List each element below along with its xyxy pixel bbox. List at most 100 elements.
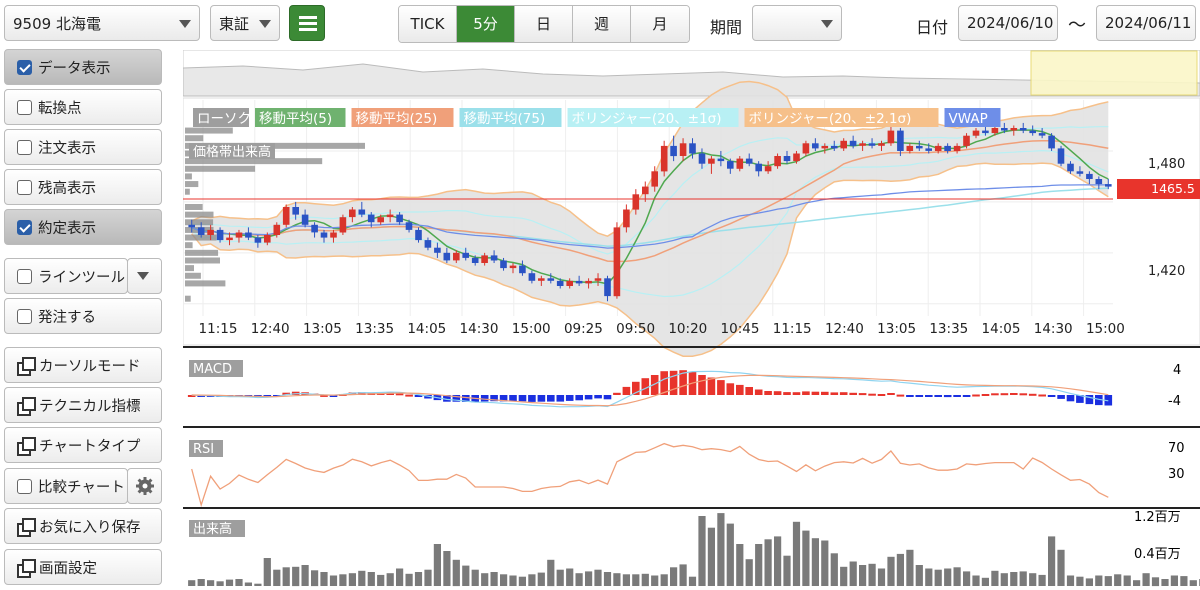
volume-bar: [934, 569, 942, 586]
sidebar-item-order-display[interactable]: 注文表示: [4, 129, 162, 165]
checkbox[interactable]: [17, 478, 32, 494]
volume-profile-bar: [185, 203, 203, 210]
macd-bar: [320, 394, 328, 397]
macd-bar: [707, 377, 716, 395]
legend-item-1[interactable]: 移動平均(5): [259, 111, 332, 127]
tab-week[interactable]: 週: [573, 6, 631, 42]
macd-bar: [764, 391, 772, 395]
symbol-select[interactable]: 9509 北海電: [4, 5, 200, 41]
sidebar-item-label: 注文表示: [38, 140, 96, 157]
date-to-input[interactable]: 2024/06/11: [1096, 5, 1196, 41]
list-button[interactable]: [289, 5, 325, 41]
macd-bar: [1019, 393, 1028, 396]
legend-item-6[interactable]: VWAP: [949, 111, 988, 127]
legend-item-5[interactable]: ボリンジャー(20、±2.1σ): [749, 111, 912, 127]
legend-item-3[interactable]: 移動平均(75): [464, 111, 546, 127]
volume-bar: [377, 574, 385, 586]
checkbox[interactable]: [17, 308, 32, 324]
candle-body: [1105, 184, 1112, 187]
chevron-down-icon: [137, 272, 149, 280]
volume-bar: [273, 569, 281, 586]
volume-bars: [188, 513, 1200, 587]
volume-bar: [726, 523, 734, 586]
tab-tick[interactable]: TICK: [399, 6, 457, 42]
sidebar-item-compare-chart[interactable]: 比較チャート: [4, 468, 128, 504]
volume-bar: [254, 583, 262, 586]
window-icon: [17, 437, 36, 456]
macd-bar: [187, 395, 196, 397]
candle-body: [585, 280, 592, 284]
macd-bar: [953, 395, 961, 397]
volume-bar: [1170, 575, 1178, 586]
volume-bar: [1029, 573, 1037, 586]
chevron-down-icon: [179, 20, 191, 28]
candle-body: [613, 227, 621, 297]
legend-item-4[interactable]: ボリンジャー(20、±1σ): [572, 111, 722, 127]
legend-item-2[interactable]: 移動平均(25): [356, 111, 438, 127]
macd-bar: [547, 395, 555, 402]
volume-bar: [859, 565, 867, 586]
checkbox[interactable]: [17, 99, 32, 115]
macd-label: MACD: [193, 362, 232, 377]
tab-month[interactable]: 月: [631, 6, 689, 42]
candlesticks: [188, 122, 1112, 302]
candle-body: [925, 148, 932, 151]
sidebar-item-place-order[interactable]: 発注する: [4, 298, 162, 334]
market-select[interactable]: 東証: [210, 5, 280, 41]
date-from-input[interactable]: 2024/06/10: [958, 5, 1058, 41]
macd-bar: [575, 395, 583, 401]
volume-profile-bar: [185, 242, 193, 249]
checkbox-checked[interactable]: [17, 219, 32, 235]
current-price-box: [1117, 179, 1200, 199]
sidebar-item-save-favorite[interactable]: お気に入り保存: [4, 508, 162, 544]
sidebar-item-data-display[interactable]: データ表示: [4, 49, 162, 85]
current-price-label: 1465.5: [1151, 181, 1195, 196]
compare-settings-button[interactable]: [127, 468, 162, 504]
rsi-path: [191, 442, 1109, 508]
candle-body: [878, 143, 885, 146]
macd-bar: [528, 395, 536, 402]
sidebar-item-turning-point[interactable]: 転換点: [4, 89, 162, 125]
candle-body: [660, 145, 668, 172]
sidebar-item-cursor-mode[interactable]: カーソルモード: [4, 347, 162, 383]
candle-body: [188, 224, 195, 228]
volume-bar: [452, 559, 460, 587]
window-icon: [17, 397, 36, 416]
tab-day[interactable]: 日: [515, 6, 573, 42]
checkbox-checked[interactable]: [17, 59, 32, 75]
line-tool-dropdown[interactable]: [127, 258, 162, 294]
macd-bar: [556, 395, 565, 402]
sidebar-item-screen-settings[interactable]: 画面設定: [4, 549, 162, 585]
volume-label: 出来高: [193, 521, 232, 537]
sidebar-item-technical-indicators[interactable]: テクニカル指標: [4, 387, 162, 423]
candle-body: [632, 194, 640, 210]
candle-body: [282, 207, 290, 225]
legend-item-bg: [944, 108, 1001, 127]
navigator[interactable]: [183, 50, 1200, 97]
checkbox[interactable]: [17, 179, 32, 195]
candle-body: [453, 252, 460, 261]
candle-body: [424, 240, 432, 248]
legend-item-bg: [351, 108, 454, 127]
macd-bar: [480, 395, 489, 402]
macd-bar: [395, 393, 404, 396]
navigator-range[interactable]: [1030, 50, 1198, 96]
sidebar-item-balance-display[interactable]: 残高表示: [4, 169, 162, 205]
checkbox[interactable]: [17, 139, 32, 155]
macd-label-bg: [189, 360, 243, 377]
sidebar-item-line-tool[interactable]: ラインツール: [4, 258, 128, 294]
chart-area[interactable]: 1465.5 1,480 1,420 ローソク 移動平均(5) 移動平均(25) 移動…: [183, 50, 1200, 590]
volume-bar: [207, 580, 215, 586]
candle-body: [462, 252, 469, 258]
period-select[interactable]: [752, 5, 842, 41]
legend-item-0[interactable]: ローソク: [197, 111, 251, 127]
checkbox[interactable]: [17, 268, 32, 284]
sidebar-item-chart-type[interactable]: チャートタイプ: [4, 427, 162, 463]
legend-item-bg: [567, 108, 739, 127]
candle-body: [358, 209, 366, 215]
macd-bar: [991, 393, 999, 396]
candle-body: [906, 145, 914, 151]
date-label: 日付: [916, 18, 949, 37]
sidebar-item-execution-display[interactable]: 約定表示: [4, 209, 162, 245]
tab-5min[interactable]: 5分: [457, 6, 515, 42]
